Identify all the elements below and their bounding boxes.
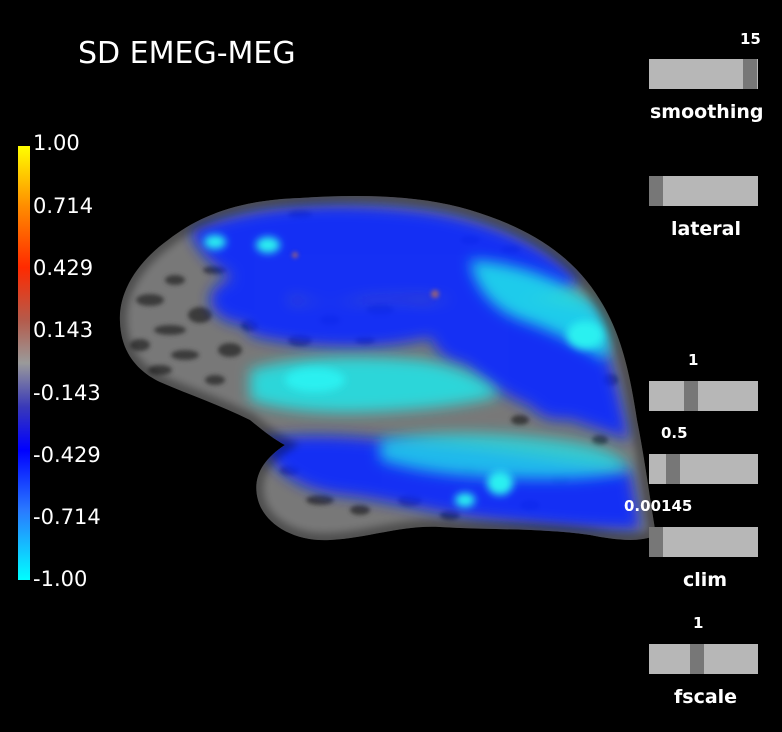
clim-mid-slider[interactable] bbox=[649, 454, 758, 484]
fscale-slider[interactable] bbox=[649, 644, 758, 674]
smoothing-slider[interactable] bbox=[649, 59, 758, 89]
lateral-slider-handle[interactable] bbox=[649, 176, 663, 206]
clim-low-slider-handle[interactable] bbox=[649, 527, 663, 557]
clim-mid-slider-handle[interactable] bbox=[666, 454, 680, 484]
clim-low-slider-value: 0.00145 bbox=[624, 497, 693, 515]
colorbar-tick-label: 1.00 bbox=[33, 131, 80, 155]
clim-high-slider[interactable] bbox=[649, 381, 758, 411]
fscale-slider-label: fscale bbox=[674, 686, 738, 708]
fscale-slider-value: 1 bbox=[693, 614, 704, 632]
clim-mid-slider-value: 0.5 bbox=[661, 424, 688, 442]
colorbar-tick-label: -0.714 bbox=[33, 505, 101, 529]
clim-high-slider-handle[interactable] bbox=[684, 381, 698, 411]
smoothing-slider-label: smoothing bbox=[650, 101, 764, 123]
fscale-slider-handle[interactable] bbox=[690, 644, 704, 674]
smoothing-slider-handle[interactable] bbox=[743, 59, 757, 89]
colorbar-tick-label: 0.714 bbox=[33, 194, 94, 218]
colorbar-tick-label: -1.00 bbox=[33, 567, 88, 591]
colorbar-tick-label: 0.429 bbox=[33, 256, 94, 280]
clim-high-slider-value: 1 bbox=[688, 351, 699, 369]
plot-title: SD EMEG-MEG bbox=[78, 36, 296, 71]
colorbar bbox=[18, 146, 30, 580]
lateral-slider-label: lateral bbox=[671, 218, 742, 240]
smoothing-slider-value: 15 bbox=[740, 30, 761, 48]
colorbar-tick-label: -0.429 bbox=[33, 443, 101, 467]
clim-slider-label: clim bbox=[683, 569, 728, 591]
clim-low-slider[interactable] bbox=[649, 527, 758, 557]
colorbar-tick-label: -0.143 bbox=[33, 381, 101, 405]
lateral-slider[interactable] bbox=[649, 176, 758, 206]
colorbar-tick-label: 0.143 bbox=[33, 318, 94, 342]
